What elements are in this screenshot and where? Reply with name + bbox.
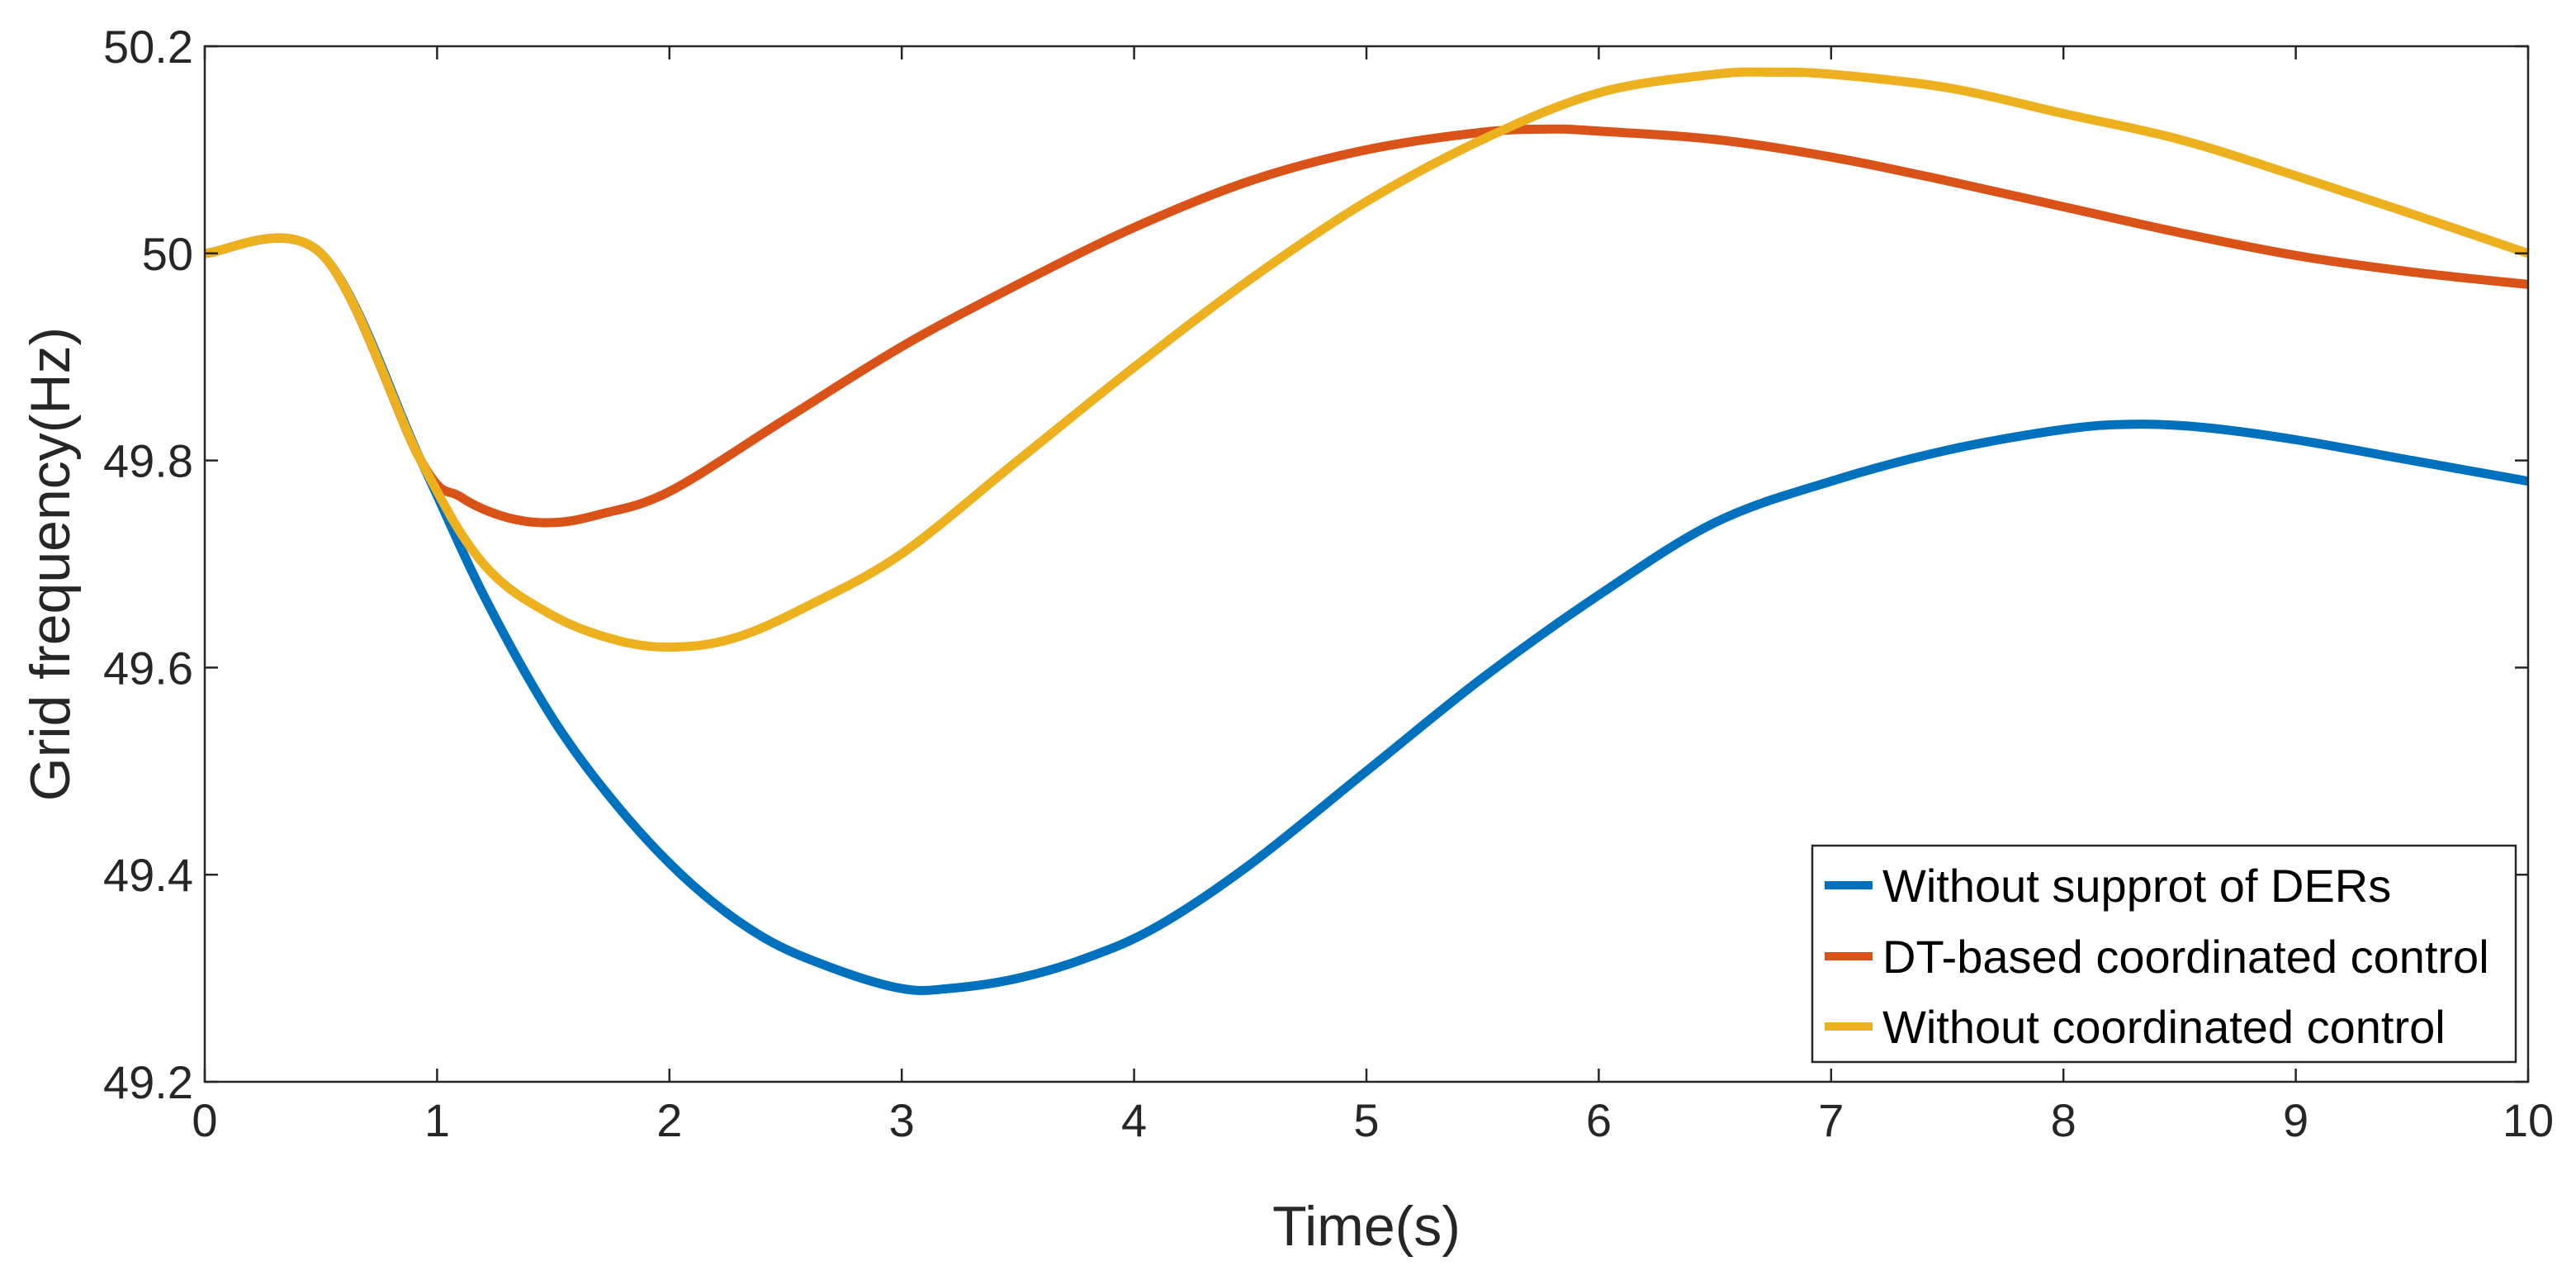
legend-label-without-coordinated-control: Without coordinated control	[1882, 1001, 2446, 1053]
x-tick-label: 7	[1818, 1094, 1844, 1146]
legend-label-dt-based-coordinated-control: DT-based coordinated control	[1882, 931, 2489, 983]
series-line-dt-based-coordinated-control	[204, 124, 2529, 528]
plot-frame	[203, 45, 2530, 1083]
y-tick-label: 49.6	[103, 642, 193, 694]
x-tick-label: 10	[2503, 1094, 2554, 1146]
x-tick-label: 1	[424, 1094, 450, 1146]
legend-label-without-support-of-ders: Without supprot of DERs	[1882, 860, 2391, 912]
y-tick-label: 49.2	[103, 1056, 193, 1108]
x-tick-label: 3	[889, 1094, 915, 1146]
x-tick-label: 2	[656, 1094, 682, 1146]
y-axis-label: Grid frequency(Hz)	[19, 327, 82, 801]
x-tick-label: 8	[2051, 1094, 2076, 1146]
y-tick-label: 49.8	[103, 435, 193, 487]
series-line-without-supprot-of-ders	[204, 233, 2529, 995]
x-tick-label: 5	[1353, 1094, 1379, 1146]
legend: Without supprot of DERs DT-based coordin…	[1811, 844, 2517, 1064]
y-tick-label: 50	[142, 228, 193, 280]
legend-box	[1811, 844, 2517, 1064]
y-tick-label: 49.4	[103, 849, 193, 901]
x-axis-label: Time(s)	[1272, 1195, 1461, 1258]
x-tick-label: 4	[1121, 1094, 1147, 1146]
x-tick-label: 0	[192, 1094, 217, 1146]
tick-layer: 0 1 2 3 4 5 6 7 8 9 10 49.2 49.4 49.6 49.8 50 50.2	[103, 21, 2554, 1146]
series-line-without-coordinated-control	[204, 67, 2530, 652]
x-tick-label: 6	[1586, 1094, 1612, 1146]
y-tick-label: 50.2	[103, 21, 193, 73]
x-tick-label: 9	[2283, 1094, 2308, 1146]
series-layer	[204, 67, 2530, 995]
